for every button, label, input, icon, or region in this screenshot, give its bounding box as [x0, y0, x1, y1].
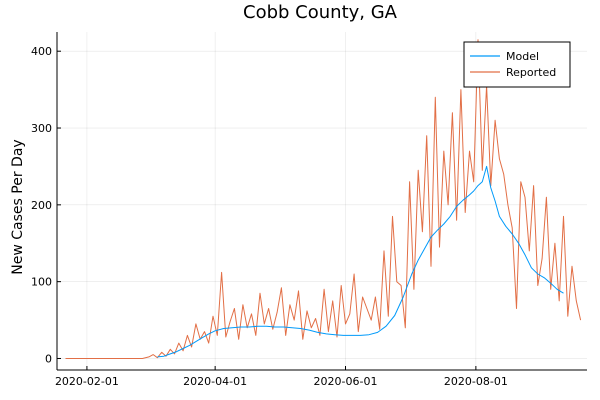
- series-line-reported: [65, 39, 582, 359]
- legend-label-reported: Reported: [506, 66, 556, 79]
- legend-label-model: Model: [506, 50, 539, 63]
- series-group: [65, 39, 582, 359]
- y-tick-label: 200: [31, 199, 52, 212]
- x-tick-label: 2020-08-01: [444, 375, 508, 388]
- axes: 2020-02-01 2020-04-01 2020-06-01 2020-08-01…: [31, 32, 587, 388]
- y-axis-title: New Cases Per Day: [10, 139, 26, 274]
- x-tick-label: 2020-02-01: [55, 375, 119, 388]
- legend-box: [463, 41, 571, 88]
- grid: [57, 32, 587, 370]
- y-tick-label: 0: [45, 352, 52, 365]
- legend: Model Reported: [463, 41, 571, 88]
- x-tick-label: 2020-06-01: [314, 375, 378, 388]
- chart-title: Cobb County, GA: [243, 2, 398, 23]
- y-tick-label: 100: [31, 276, 52, 289]
- x-tick-label: 2020-04-01: [183, 375, 247, 388]
- series-line-model: [157, 165, 564, 358]
- y-tick-label: 400: [31, 45, 52, 58]
- y-tick-label: 300: [31, 122, 52, 135]
